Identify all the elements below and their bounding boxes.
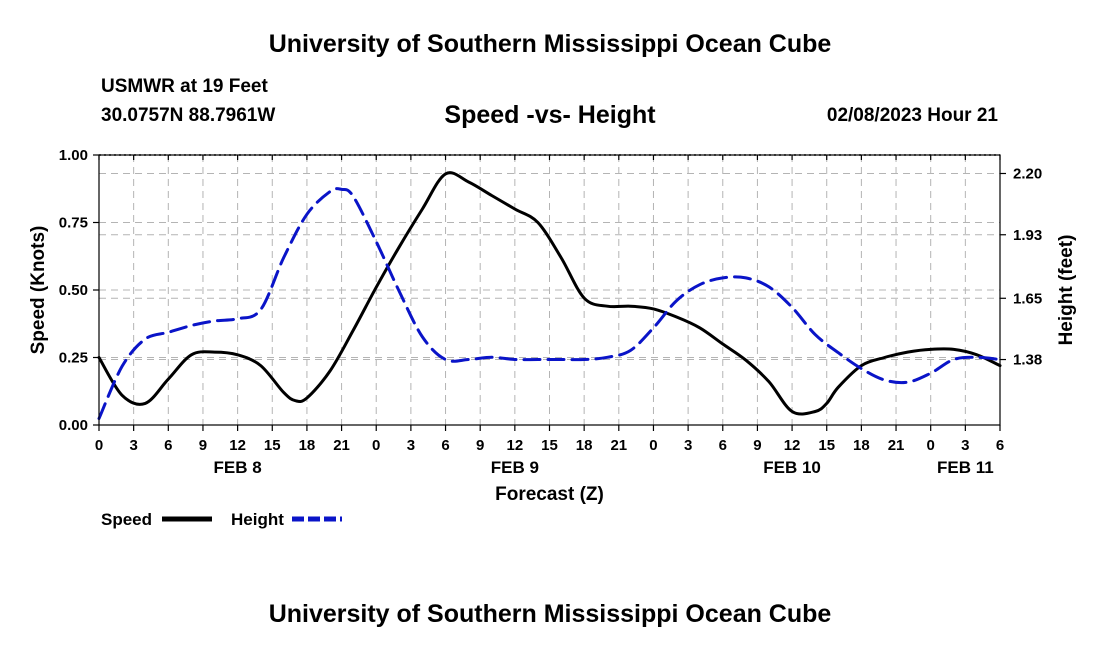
x-tick-label: 3	[407, 437, 415, 454]
x-tick-label: 18	[576, 437, 593, 454]
x-tick-label: 15	[541, 437, 558, 454]
y2-tick-label: 1.38	[1013, 352, 1042, 369]
date-label: FEB 8	[214, 458, 262, 477]
legend-label-speed: Speed	[101, 510, 152, 529]
date-label: FEB 10	[763, 458, 821, 477]
series-layer	[97, 171, 1002, 420]
x-tick-label: 3	[961, 437, 969, 454]
x-tick-label: 15	[818, 437, 835, 454]
coordinates-label: 30.0757N 88.7961W	[101, 105, 276, 126]
x-tick-label: 3	[129, 437, 137, 454]
x-tick-label: 0	[95, 437, 103, 454]
station-label: USMWR at 19 Feet	[101, 76, 268, 97]
legend-label-height: Height	[231, 510, 284, 529]
x-tick-label: 9	[753, 437, 761, 454]
x-tick-label: 21	[333, 437, 350, 454]
x-tick-label: 21	[888, 437, 905, 454]
grid	[99, 155, 1000, 425]
footer-title: University of Southern Mississippi Ocean…	[268, 600, 832, 628]
x-tick-label: 0	[927, 437, 935, 454]
legend: Speed Height	[101, 510, 342, 529]
x-tick-label: 12	[784, 437, 801, 454]
y-axis-title: Speed (Knots)	[28, 226, 49, 355]
x-tick-label: 6	[719, 437, 727, 454]
x-tick-label: 18	[853, 437, 870, 454]
y-tick-label: 0.50	[59, 282, 88, 299]
chart-title: University of Southern Mississippi Ocean…	[268, 30, 832, 58]
x-tick-label: 6	[164, 437, 172, 454]
y-tick-label: 1.00	[59, 147, 88, 164]
date-label: FEB 9	[491, 458, 539, 477]
date-label: FEB 11	[937, 458, 994, 477]
x-tick-label: 0	[649, 437, 657, 454]
x-tick-label: 6	[996, 437, 1004, 454]
x-tick-label: 9	[199, 437, 207, 454]
x-tick-label: 12	[229, 437, 246, 454]
x-tick-label: 18	[299, 437, 316, 454]
y2-tick-label: 2.20	[1013, 165, 1042, 182]
x-tick-label: 12	[507, 437, 524, 454]
timestamp-label: 02/08/2023 Hour 21	[826, 105, 998, 126]
y-tick-label: 0.00	[59, 417, 88, 434]
x-tick-label: 21	[610, 437, 627, 454]
axes: 0 3 6 9 12 15 18 21 0 3 6 9 12 15 18 21 0 3 6 9 12 15 18 21 0 3 6 0…	[28, 147, 1077, 505]
y2-tick-label: 1.65	[1013, 290, 1042, 307]
chart-subtitle: Speed -vs- Height	[444, 101, 656, 129]
y2-axis-title: Height (feet)	[1056, 235, 1077, 346]
x-tick-label: 3	[684, 437, 692, 454]
x-tick-label: 0	[372, 437, 380, 454]
x-axis-title: Forecast (Z)	[495, 484, 604, 505]
speed-series-line	[97, 171, 1002, 416]
x-tick-label: 15	[264, 437, 281, 454]
x-tick-label: 6	[441, 437, 449, 454]
y2-tick-label: 1.93	[1013, 227, 1042, 244]
y-tick-label: 0.25	[59, 350, 88, 367]
height-series-line	[97, 187, 1002, 420]
x-tick-label: 9	[476, 437, 484, 454]
y-tick-label: 0.75	[59, 215, 88, 232]
